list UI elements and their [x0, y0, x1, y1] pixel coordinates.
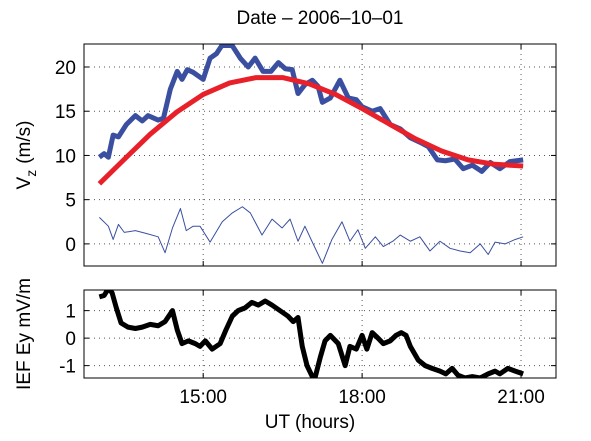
y-tick-label: -1 [59, 357, 76, 378]
y-tick-label: 1 [65, 302, 76, 323]
chart-title: Date – 2006–10–01 [237, 8, 404, 29]
series-line [99, 206, 524, 264]
x-tick-label: 18:00 [338, 387, 386, 408]
y-label-main: V [14, 176, 35, 189]
series-line [98, 290, 524, 378]
y-tick-label: 0 [65, 235, 76, 256]
y-tick-label: 5 [65, 191, 76, 212]
y-label-subscript: z [23, 170, 39, 177]
y-tick-label: 20 [55, 58, 76, 79]
axes-box [83, 43, 557, 267]
y-axis-label: IEF Ey mV/m [14, 278, 35, 390]
axes-box [83, 289, 557, 379]
x-tick-label: 21:00 [497, 387, 545, 408]
y-axis-label: Vz (m/s) [14, 121, 39, 190]
y-tick-label: 0 [65, 329, 76, 350]
x-tick-label: 15:00 [179, 387, 227, 408]
x-axis-label: UT (hours) [265, 412, 355, 433]
y-label-unit: (m/s) [14, 121, 35, 164]
series-line [97, 75, 524, 186]
y-tick-label: 15 [55, 102, 76, 123]
y-tick-label: 10 [55, 146, 76, 167]
series-line [97, 44, 524, 174]
